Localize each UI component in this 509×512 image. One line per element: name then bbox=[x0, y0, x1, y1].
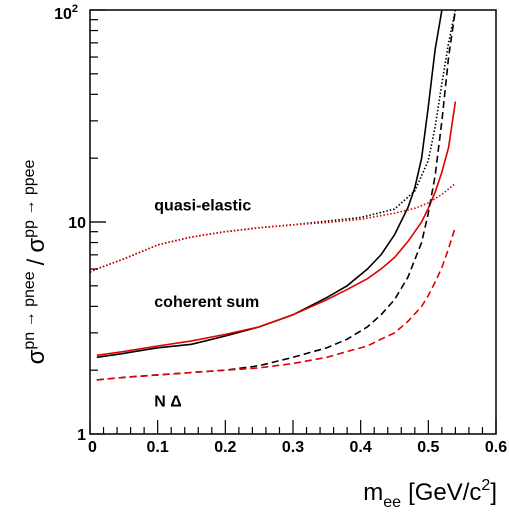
x-axis-title: mee [GeV/c2] bbox=[363, 477, 497, 511]
x-axis-title-sub: ee bbox=[383, 494, 401, 511]
x-axis-title-base: m bbox=[363, 479, 383, 506]
y-axis-title-sup1: pn → pnee bbox=[21, 271, 38, 349]
series-line-2-solid bbox=[96, 101, 457, 357]
x-tick-label: 0.2 bbox=[214, 439, 236, 456]
tick-layer bbox=[89, 9, 497, 435]
y-axis-title-sigma2: σ bbox=[23, 238, 50, 253]
annotation-label: N Δ bbox=[154, 393, 182, 410]
y-tick-label: 102 bbox=[54, 3, 78, 23]
x-tick-label: 0.4 bbox=[350, 439, 372, 456]
x-axis-title-unit-sup: 2 bbox=[481, 477, 490, 494]
x-tick-label: 0.5 bbox=[417, 439, 439, 456]
y-tick-label: 1 bbox=[77, 427, 86, 444]
y-axis-title-sigma1: σ bbox=[23, 349, 50, 364]
annotation-label: quasi-elastic bbox=[154, 198, 251, 215]
x-axis-title-unit: [GeV/c bbox=[408, 479, 481, 506]
x-tick-label: 0 bbox=[88, 439, 97, 456]
y-axis-title-sep: / bbox=[23, 258, 50, 265]
y-axis-title: σpn → pnee/σpp → ppee bbox=[21, 159, 50, 364]
x-tick-label: 0.6 bbox=[485, 439, 507, 456]
series-layer bbox=[89, 9, 457, 381]
annotation-label: coherent sum bbox=[154, 294, 259, 311]
label-layer: 0 0.1 0.2 0.3 0.4 0.5 0.6 1 10 102 quasi-elastic co… bbox=[54, 3, 507, 456]
series-line-1-solid bbox=[96, 9, 443, 359]
y-axis-title-sup2: pp → ppee bbox=[21, 159, 38, 237]
x-tick-label: 0.1 bbox=[147, 439, 169, 456]
series-line-4-dashed bbox=[96, 226, 457, 381]
y-tick-label: 10 bbox=[68, 215, 86, 232]
series-line-6-dotted bbox=[89, 182, 456, 273]
x-tick-label: 0.3 bbox=[282, 439, 304, 456]
x-axis-title-unit-end: ] bbox=[490, 479, 497, 506]
